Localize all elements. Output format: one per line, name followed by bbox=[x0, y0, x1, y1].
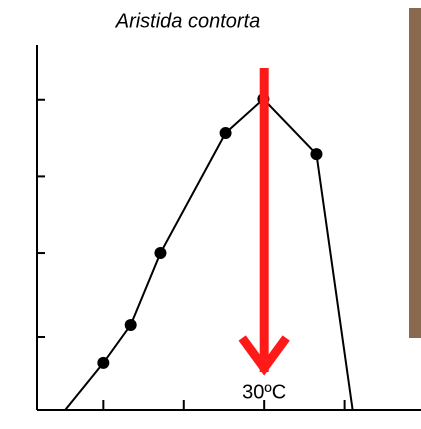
point bbox=[220, 127, 232, 139]
point bbox=[310, 148, 322, 160]
chart-title: Aristida contorta bbox=[115, 10, 261, 32]
point bbox=[154, 247, 166, 259]
line-segment bbox=[316, 154, 352, 410]
photo bbox=[409, 8, 421, 338]
line-segment bbox=[65, 363, 103, 410]
point bbox=[125, 319, 137, 331]
point bbox=[97, 357, 109, 369]
chart: Aristida contorta 30ºC bbox=[0, 0, 421, 429]
annotation: 30ºC bbox=[242, 381, 286, 403]
